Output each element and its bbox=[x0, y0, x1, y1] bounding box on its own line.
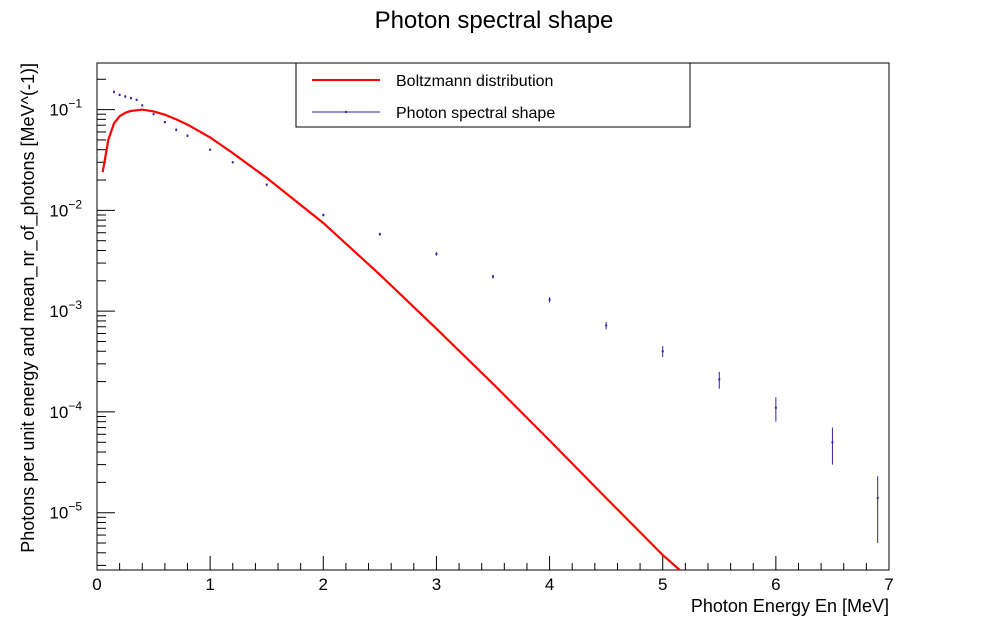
photon-data-point bbox=[718, 378, 721, 381]
photon-data-point bbox=[774, 406, 777, 409]
y-tick-labels: 10−1 10−2 10−3 10−4 10−5 bbox=[49, 97, 82, 523]
photon-data-point bbox=[124, 95, 127, 98]
x-tick-label: 4 bbox=[545, 575, 554, 594]
photon-data-point bbox=[322, 213, 325, 216]
photon-data-point bbox=[876, 496, 879, 499]
photon-data-point bbox=[135, 98, 138, 101]
x-axis-label: Photon Energy En [MeV] bbox=[691, 596, 889, 616]
legend: Boltzmann distribution Photon spectral s… bbox=[295, 62, 691, 128]
series-line-boltzmann bbox=[101, 108, 681, 570]
legend-label-boltzmann: Boltzmann distribution bbox=[396, 73, 553, 90]
legend-box bbox=[295, 62, 691, 128]
y-tick-label: 10−2 bbox=[49, 197, 82, 220]
photon-data-point bbox=[548, 298, 551, 301]
axis-ticks bbox=[96, 78, 890, 570]
photon-data-point bbox=[605, 324, 608, 327]
photon-data-point bbox=[186, 134, 189, 137]
series-0 bbox=[101, 108, 681, 570]
photon-data-point bbox=[141, 104, 144, 107]
chart-title: Photon spectral shape bbox=[375, 7, 614, 34]
plot-frame bbox=[96, 62, 890, 571]
photon-data-point bbox=[118, 93, 121, 96]
photon-data-point bbox=[163, 121, 166, 124]
y-tick-label: 10−1 bbox=[49, 97, 82, 120]
photon-data-point bbox=[112, 90, 115, 93]
photon-data-point bbox=[265, 183, 268, 186]
photon-data-point bbox=[152, 113, 155, 116]
legend-marker-photon bbox=[344, 110, 348, 114]
series-1 bbox=[112, 90, 879, 544]
photon-data-point bbox=[492, 275, 494, 278]
photon-data-point bbox=[435, 252, 438, 255]
photon-data-point bbox=[831, 441, 834, 444]
y-axis-label: Photons per unit energy and mean_nr_of_p… bbox=[18, 63, 39, 553]
legend-label-photon: Photon spectral shape bbox=[396, 105, 555, 122]
photon-data-point bbox=[209, 148, 212, 151]
photon-data-point bbox=[231, 161, 234, 164]
photon-data-point bbox=[175, 128, 178, 131]
x-tick-labels: 0 1 2 3 4 5 6 7 bbox=[92, 575, 893, 594]
x-tick-label: 5 bbox=[658, 575, 667, 594]
x-tick-label: 7 bbox=[884, 575, 893, 594]
series-layer bbox=[101, 90, 879, 570]
y-tick-label: 10−3 bbox=[49, 298, 82, 321]
x-tick-label: 2 bbox=[319, 575, 328, 594]
x-tick-label: 3 bbox=[432, 575, 441, 594]
y-tick-label: 10−4 bbox=[49, 399, 82, 422]
x-tick-label: 1 bbox=[205, 575, 214, 594]
photon-data-point bbox=[378, 233, 381, 236]
photon-data-point bbox=[661, 350, 664, 353]
x-tick-label: 0 bbox=[92, 575, 101, 594]
y-tick-label: 10−5 bbox=[49, 500, 82, 523]
photon-data-point bbox=[129, 97, 132, 100]
x-tick-label: 6 bbox=[771, 575, 780, 594]
